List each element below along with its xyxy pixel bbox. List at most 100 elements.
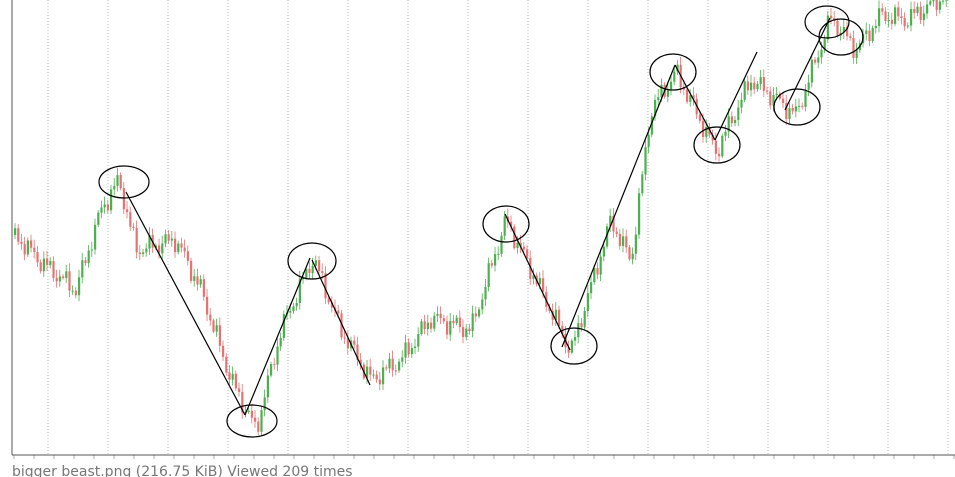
candle-body <box>369 366 372 375</box>
candle-body <box>158 245 161 254</box>
candle-body <box>135 227 138 253</box>
candle-body <box>926 4 929 14</box>
candle-body <box>654 99 657 117</box>
candle-body <box>670 81 673 90</box>
candle-body <box>250 410 253 418</box>
trend-line <box>311 259 371 386</box>
candle-body <box>673 71 676 82</box>
candle-body <box>68 271 71 291</box>
annotations <box>98 5 864 438</box>
candle-body <box>228 372 231 380</box>
candle-body <box>366 366 369 379</box>
candle-body <box>378 379 381 385</box>
candle-body <box>81 260 84 278</box>
candle-body <box>388 358 391 369</box>
candle-body <box>791 107 794 112</box>
candle-body <box>574 337 577 341</box>
circle <box>818 18 864 56</box>
candle-body <box>298 278 301 304</box>
candle-body <box>327 298 330 303</box>
candle-body <box>17 228 20 242</box>
candle-body <box>529 257 532 279</box>
candle-body <box>714 140 717 154</box>
candle-body <box>734 120 737 124</box>
candle-body <box>410 347 413 355</box>
candle-body <box>894 7 897 24</box>
candle-body <box>231 373 234 380</box>
candle-body <box>446 321 449 335</box>
candle-body <box>906 25 909 27</box>
candle-body <box>458 317 461 328</box>
candle-body <box>634 234 637 254</box>
candle-body <box>462 327 465 337</box>
candle-body <box>718 153 721 157</box>
candle-body <box>308 268 311 274</box>
background <box>0 0 955 462</box>
candle-body <box>615 231 618 234</box>
candle-body <box>622 236 625 246</box>
candle-body <box>254 417 257 422</box>
candle-body <box>30 240 33 248</box>
candle-body <box>772 94 775 106</box>
image-caption: bigger beast.png (216.75 KiB) Viewed 209… <box>12 464 353 477</box>
candle-body <box>337 310 340 314</box>
candle-body <box>778 93 781 99</box>
circle <box>226 404 278 438</box>
candle-body <box>807 82 810 90</box>
candle-body <box>724 131 727 136</box>
candle-body <box>756 84 759 90</box>
candle-body <box>743 81 746 100</box>
candle-body <box>554 309 557 320</box>
candle-body <box>276 346 279 365</box>
candle-body <box>519 242 522 247</box>
candle-body <box>346 338 349 349</box>
candle-body <box>878 8 881 27</box>
candle-body <box>190 260 193 281</box>
candle-body <box>442 318 445 322</box>
trend-line <box>504 213 571 351</box>
candle-body <box>305 268 308 279</box>
candle-body <box>465 328 468 337</box>
candle-body <box>631 253 634 260</box>
candle-body <box>414 346 417 348</box>
candle-body <box>122 188 125 210</box>
candle-body <box>513 226 516 249</box>
candle-body <box>855 50 858 59</box>
candle-body <box>39 262 42 272</box>
candle-body <box>762 77 765 91</box>
candle-body <box>890 19 893 24</box>
candle-body <box>830 15 833 19</box>
candle-body <box>433 315 436 329</box>
candle-body <box>490 263 493 266</box>
candle-body <box>452 320 455 324</box>
candle-body <box>618 233 621 246</box>
candle-body <box>817 57 820 63</box>
candle-body <box>324 273 327 299</box>
candle-body <box>846 27 849 37</box>
candle-body <box>638 193 641 235</box>
candle-body <box>87 250 90 264</box>
candle-body <box>481 299 484 310</box>
candle-body <box>439 313 442 319</box>
candle-body <box>132 226 135 228</box>
candle-body <box>487 263 490 287</box>
candle-body <box>570 340 573 353</box>
circle <box>804 5 850 39</box>
candle-body <box>430 322 433 329</box>
candle-body <box>510 221 513 227</box>
candle-body <box>138 252 141 255</box>
candle-body <box>538 278 541 285</box>
chart-image <box>0 0 955 462</box>
candle-body <box>343 337 346 339</box>
candle-body <box>260 410 263 432</box>
candle-body <box>919 6 922 20</box>
candle-body <box>794 106 797 112</box>
candle-body <box>692 95 695 100</box>
candle-body <box>826 15 829 40</box>
candle-body <box>551 310 554 320</box>
candle-body <box>247 410 250 412</box>
candle-body <box>471 313 474 332</box>
trend-line <box>244 257 311 416</box>
candle-body <box>804 89 807 107</box>
candle-body <box>154 245 157 248</box>
